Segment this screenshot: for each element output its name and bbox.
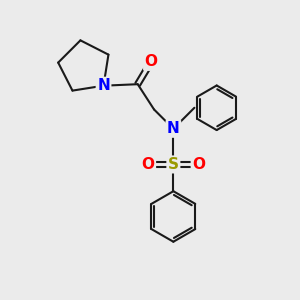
Text: O: O (142, 157, 154, 172)
Text: O: O (145, 54, 158, 69)
Text: O: O (192, 157, 205, 172)
Text: S: S (168, 157, 179, 172)
Text: N: N (97, 78, 110, 93)
Text: N: N (167, 121, 180, 136)
